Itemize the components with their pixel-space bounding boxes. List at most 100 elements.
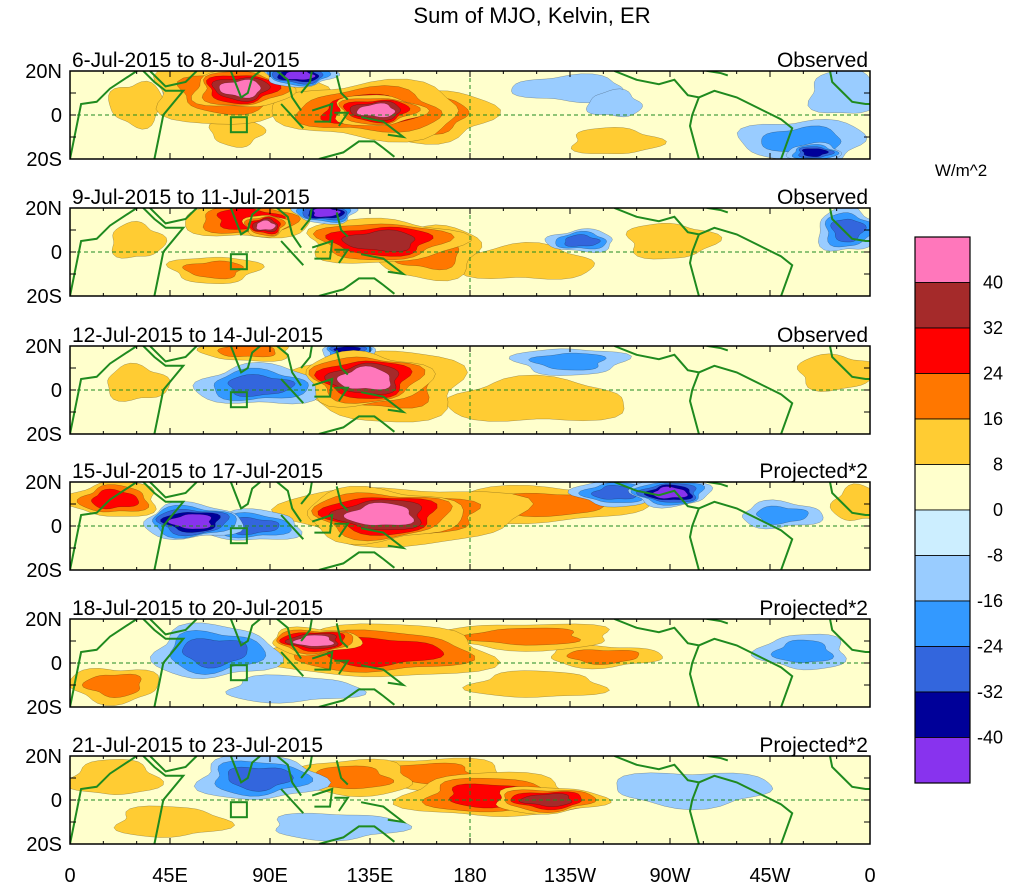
- anomaly-field: [107, 346, 870, 423]
- panel-status: Projected*2: [759, 460, 868, 483]
- panel-2: 20N 0 20S 9-Jul-2015 to 11-Jul-2015 Observed: [25, 186, 871, 308]
- anomaly-contour: [91, 488, 139, 510]
- anomaly-contour: [313, 208, 341, 218]
- coastline: [829, 619, 870, 653]
- coastline: [360, 801, 407, 824]
- coastline: [229, 71, 302, 112]
- panel-status: Projected*2: [759, 597, 868, 620]
- coastline: [704, 482, 729, 488]
- anomaly-contour: [256, 220, 276, 231]
- anomaly-contour: [275, 813, 413, 842]
- x-axis: 0 45E 90E 135E 180 135W 90W 45W 0: [64, 865, 875, 887]
- coastline: [335, 350, 349, 376]
- colorbar-swatch: [914, 418, 971, 465]
- panel-period: 12-Jul-2015 to 14-Jul-2015: [72, 324, 323, 347]
- anomaly-contour: [356, 102, 396, 118]
- panel-period: 18-Jul-2015 to 20-Jul-2015: [72, 597, 323, 620]
- anomaly-contour: [770, 639, 835, 663]
- anomaly-contour: [564, 234, 601, 247]
- coastline: [300, 208, 342, 231]
- colorbar-units: W/m^2: [935, 161, 987, 180]
- anomaly-contour: [756, 505, 809, 525]
- panel-1: 20N 0 20S 6-Jul-2015 to 8-Jul-2015 Observed: [25, 49, 871, 171]
- coastline: [149, 619, 198, 636]
- coastline: [335, 623, 349, 649]
- coastline: [311, 650, 334, 671]
- coastline: [280, 240, 305, 266]
- y-tick-label: 20N: [25, 609, 62, 631]
- colorbar-frame: [914, 236, 971, 784]
- coastline: [280, 103, 305, 129]
- coastline: [318, 825, 396, 844]
- coastline: [698, 500, 794, 570]
- coastlines: [70, 71, 870, 159]
- y-tick-label: 20S: [26, 149, 62, 171]
- coastline: [335, 760, 349, 786]
- coastline: [335, 212, 349, 238]
- y-tick-label: 20N: [25, 336, 62, 358]
- x-tick-label: 45E: [152, 865, 188, 887]
- coastline: [229, 482, 302, 523]
- coastline: [70, 619, 186, 707]
- panel-status: Observed: [777, 49, 868, 72]
- anomaly-contour: [528, 352, 607, 371]
- x-tick-label: 45W: [749, 865, 790, 887]
- coastline: [70, 208, 186, 296]
- coastline: [149, 756, 198, 773]
- coastline: [300, 756, 342, 779]
- coastline: [614, 71, 701, 159]
- anomaly-contour: [182, 260, 244, 280]
- anomaly-contour: [107, 362, 171, 402]
- coastline: [334, 386, 350, 402]
- y-tick-label: 20N: [25, 61, 62, 83]
- coastline: [280, 514, 305, 540]
- y-tick-label: 0: [51, 516, 62, 538]
- anomaly-field: [108, 71, 870, 159]
- anomaly-contour: [343, 502, 415, 526]
- colorbar-swatch: [914, 373, 971, 420]
- colorbar-swatch: [914, 737, 971, 784]
- colorbar-swatch: [914, 282, 971, 329]
- colorbar-label: -40: [977, 728, 1003, 748]
- colorbar-label: 16: [983, 409, 1003, 429]
- x-tick-label: 135E: [347, 865, 394, 887]
- y-tick-label: 0: [51, 380, 62, 402]
- coastline: [229, 756, 302, 797]
- coastline: [300, 619, 342, 642]
- x-tick-label: 0: [64, 865, 75, 887]
- coastline: [70, 482, 186, 570]
- anomaly-contour: [829, 483, 870, 521]
- coastline: [149, 482, 198, 499]
- anomaly-contour: [227, 374, 296, 397]
- index-box: [229, 527, 248, 545]
- colorbar-swatch: [914, 509, 971, 556]
- x-tick-label: 0: [864, 865, 875, 887]
- coastline: [70, 756, 186, 844]
- coastline: [829, 346, 870, 380]
- colorbar-swatch: [914, 646, 971, 693]
- chart-title: Sum of MJO, Kelvin, ER: [413, 3, 650, 28]
- coastline: [311, 787, 334, 808]
- coastline: [280, 378, 305, 404]
- anomaly-contour: [81, 673, 142, 698]
- x-tick-label: 180: [453, 865, 486, 887]
- coastline: [334, 111, 350, 127]
- coastline: [311, 239, 334, 260]
- anomaly-contour: [225, 674, 367, 704]
- panel-status: Observed: [777, 186, 868, 209]
- coastlines: [70, 756, 870, 844]
- anomaly-contour: [111, 221, 168, 259]
- coastline: [704, 71, 729, 77]
- colorbar-label: -8: [987, 546, 1003, 566]
- anomaly-field: [70, 756, 774, 842]
- anomaly-contour: [797, 353, 870, 392]
- x-tick-label: 90E: [252, 865, 288, 887]
- coastline: [70, 71, 186, 159]
- coastline: [300, 482, 342, 505]
- anomaly-contour: [108, 80, 164, 130]
- coastline: [280, 788, 305, 814]
- coastline: [614, 756, 701, 844]
- coastline: [698, 226, 794, 296]
- coastline: [360, 116, 407, 139]
